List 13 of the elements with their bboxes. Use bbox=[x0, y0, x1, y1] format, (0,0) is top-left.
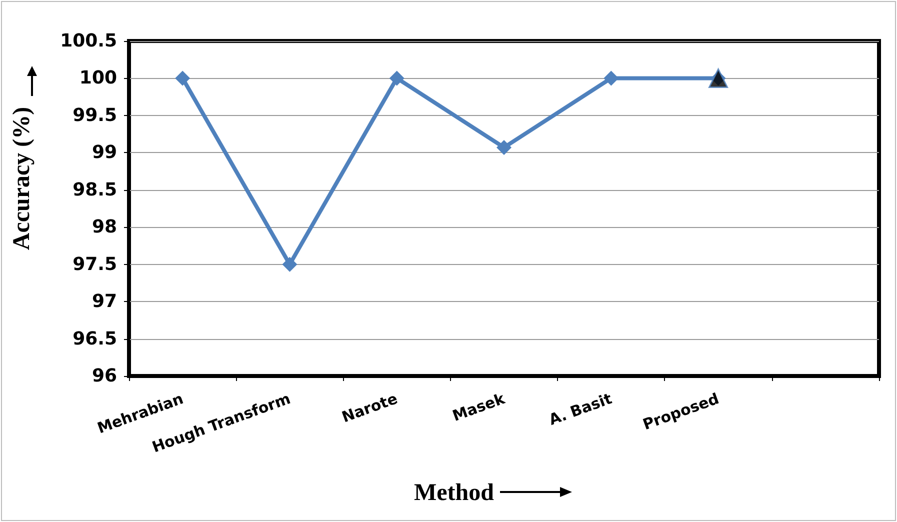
x-axis-title: Method bbox=[414, 480, 495, 506]
y-tick-label: 98.5 bbox=[72, 179, 117, 200]
y-tick-label: 100.5 bbox=[60, 30, 117, 52]
x-tick-label: A. Basit bbox=[546, 390, 614, 429]
y-tick-label: 100 bbox=[79, 68, 117, 89]
y-tick-label: 97.5 bbox=[72, 254, 117, 275]
y-tick-label: 99 bbox=[92, 142, 117, 164]
y-tick-label: 96 bbox=[92, 366, 117, 386]
y-axis-title: Accuracy (%) bbox=[9, 106, 35, 250]
y-tick-label: 97 bbox=[92, 291, 117, 312]
y-tick-label: 98 bbox=[92, 216, 117, 238]
y-tick-label: 96.5 bbox=[72, 328, 117, 350]
y-tick-label: 99.5 bbox=[72, 104, 117, 126]
